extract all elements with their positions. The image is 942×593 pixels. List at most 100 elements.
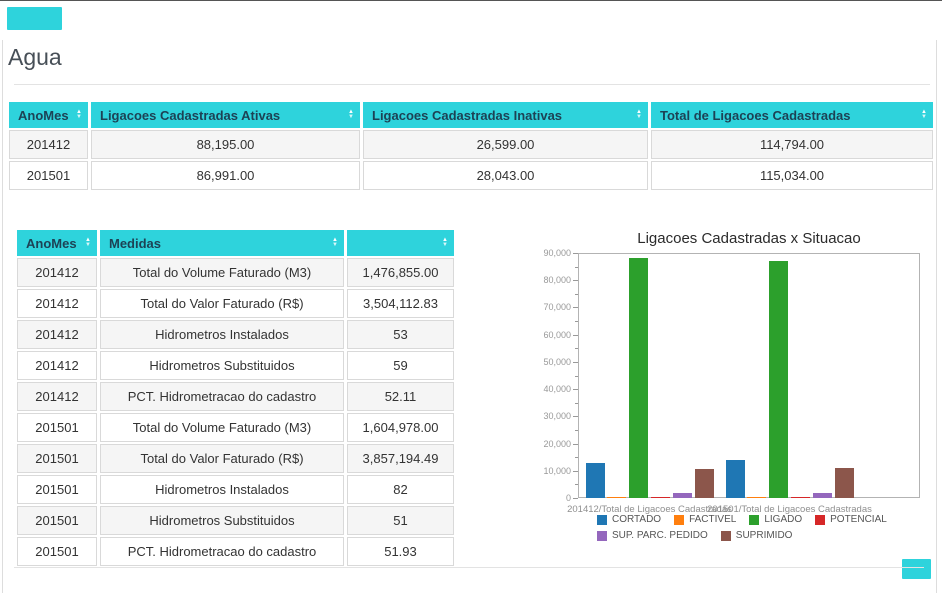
sort-icon[interactable]: ▲▼ [76,110,82,120]
legend-swatch-icon [597,531,607,541]
panel-border-right [936,40,937,593]
bar-cortado-201501[interactable] [726,460,745,498]
legend-label: SUPRIMIDO [736,530,793,541]
legend-item-sup-parc-pedido[interactable]: SUP. PARC. PEDIDO [597,530,708,541]
y-axis-tick [573,444,578,445]
medidas-table: AnoMes▲▼Medidas▲▼▲▼201412Total do Volume… [14,228,457,568]
legend-label: CORTADO [612,514,661,525]
table-cell: 1,476,855.00 [347,258,454,287]
cyan-marker-top-left[interactable] [7,7,62,30]
y-axis-tick [573,335,578,336]
y-axis-minor-tick [575,348,578,349]
y-axis-label: 50,000 [521,357,571,367]
column-header-ligacoes-cadastradas-ativas[interactable]: Ligacoes Cadastradas Ativas ▲▼ [91,102,360,128]
column-header-label: Total de Ligacoes Cadastradas [660,108,851,123]
sort-icon[interactable]: ▲▼ [636,110,642,120]
chart-legend-row: SUP. PARC. PEDIDO SUPRIMIDO [597,530,792,541]
sort-icon[interactable]: ▲▼ [348,110,354,120]
table-cell: 201412 [17,289,97,318]
table-cell: 201412 [17,320,97,349]
bar-suprimido-201412[interactable] [695,469,714,498]
column-header-label: Medidas [109,236,161,251]
column-header-label: Ligacoes Cadastradas Ativas [100,108,280,123]
y-axis-tick [573,389,578,390]
table-cell: 201501 [17,413,97,442]
bar-potencial-201412[interactable] [651,497,670,498]
y-axis-label: 80,000 [521,275,571,285]
table-cell: 201501 [17,444,97,473]
legend-item-ligado[interactable]: LIGADO [749,514,802,525]
table-row: 20141288,195.0026,599.00114,794.00 [9,130,933,159]
table-row: 201501Total do Volume Faturado (M3)1,604… [17,413,454,442]
sort-icon[interactable]: ▲▼ [85,238,91,248]
column-header-anomes[interactable]: AnoMes▲▼ [9,102,88,128]
table-cell: 88,195.00 [91,130,360,159]
legend-item-potencial[interactable]: POTENCIAL [815,514,887,525]
legend-label: FACTIVEL [689,514,736,525]
table-cell: PCT. Hidrometracao do cadastro [100,537,344,566]
sort-icon[interactable]: ▲▼ [442,238,448,248]
bar-factivel-201412[interactable] [607,497,626,498]
y-axis-tick [573,498,578,499]
legend-item-factivel[interactable]: FACTIVEL [674,514,736,525]
y-axis-minor-tick [575,294,578,295]
sort-icon[interactable]: ▲▼ [921,110,927,120]
cyan-marker-bottom-right[interactable] [902,559,931,579]
sort-icon[interactable]: ▲▼ [332,238,338,248]
column-header-total-de-ligacoes-cadastradas[interactable]: Total de Ligacoes Cadastradas ▲▼ [651,102,933,128]
legend-label: SUP. PARC. PEDIDO [612,530,708,541]
legend-swatch-icon [815,515,825,525]
table-row: 201501Hidrometros Substituidos51 [17,506,454,535]
bar-sup-parc-pedido-201412[interactable] [673,493,692,498]
panel-border-left [2,40,3,593]
table-cell: Total do Volume Faturado (M3) [100,258,344,287]
table-row: 201412Total do Volume Faturado (M3)1,476… [17,258,454,287]
table-cell: 201501 [17,537,97,566]
bar-ligado-201412[interactable] [629,258,648,498]
y-axis-tick [573,471,578,472]
dashboard-page: Agua AnoMes▲▼Ligacoes Cadastradas Ativas… [0,0,942,593]
y-axis-label: 0 [521,493,571,503]
column-header-value[interactable]: ▲▼ [347,230,454,256]
table-cell: 82 [347,475,454,504]
legend-swatch-icon [749,515,759,525]
y-axis-tick [573,362,578,363]
y-axis-label: 60,000 [521,330,571,340]
bar-factivel-201501[interactable] [747,497,766,498]
table-cell: Hidrometros Instalados [100,320,344,349]
table-row: 201412Total do Valor Faturado (R$)3,504,… [17,289,454,318]
y-axis-tick [573,307,578,308]
table-cell: Total do Volume Faturado (M3) [100,413,344,442]
bar-sup-parc-pedido-201501[interactable] [813,493,832,498]
bar-cortado-201412[interactable] [586,463,605,498]
column-header-medidas[interactable]: Medidas ▲▼ [100,230,344,256]
table-row: 201412Hidrometros Instalados53 [17,320,454,349]
y-axis-minor-tick [575,430,578,431]
bar-potencial-201501[interactable] [791,497,810,498]
table-cell: 3,857,194.49 [347,444,454,473]
column-header-anomes[interactable]: AnoMes▲▼ [17,230,97,256]
table-cell: 52.11 [347,382,454,411]
table-cell: 51.93 [347,537,454,566]
table-cell: Hidrometros Substituidos [100,506,344,535]
bar-suprimido-201501[interactable] [835,468,854,498]
table-row: 20150186,991.0028,043.00115,034.00 [9,161,933,190]
column-header-ligacoes-cadastradas-inativas[interactable]: Ligacoes Cadastradas Inativas ▲▼ [363,102,648,128]
legend-swatch-icon [721,531,731,541]
chart-title: Ligacoes Cadastradas x Situacao [578,230,920,247]
table-row: 201501Total do Valor Faturado (R$)3,857,… [17,444,454,473]
bar-ligado-201501[interactable] [769,261,788,498]
table-cell: 28,043.00 [363,161,648,190]
table-cell: 59 [347,351,454,380]
y-axis-tick [573,253,578,254]
table-cell: 114,794.00 [651,130,933,159]
column-header-label: Ligacoes Cadastradas Inativas [372,108,562,123]
table-cell: 201501 [17,475,97,504]
y-axis-minor-tick [575,484,578,485]
table-row: 201501PCT. Hidrometracao do cadastro51.9… [17,537,454,566]
table-row: 201412Hidrometros Substituidos59 [17,351,454,380]
legend-swatch-icon [674,515,684,525]
legend-item-suprimido[interactable]: SUPRIMIDO [721,530,793,541]
legend-item-cortado[interactable]: CORTADO [597,514,661,525]
table-cell: 86,991.00 [91,161,360,190]
